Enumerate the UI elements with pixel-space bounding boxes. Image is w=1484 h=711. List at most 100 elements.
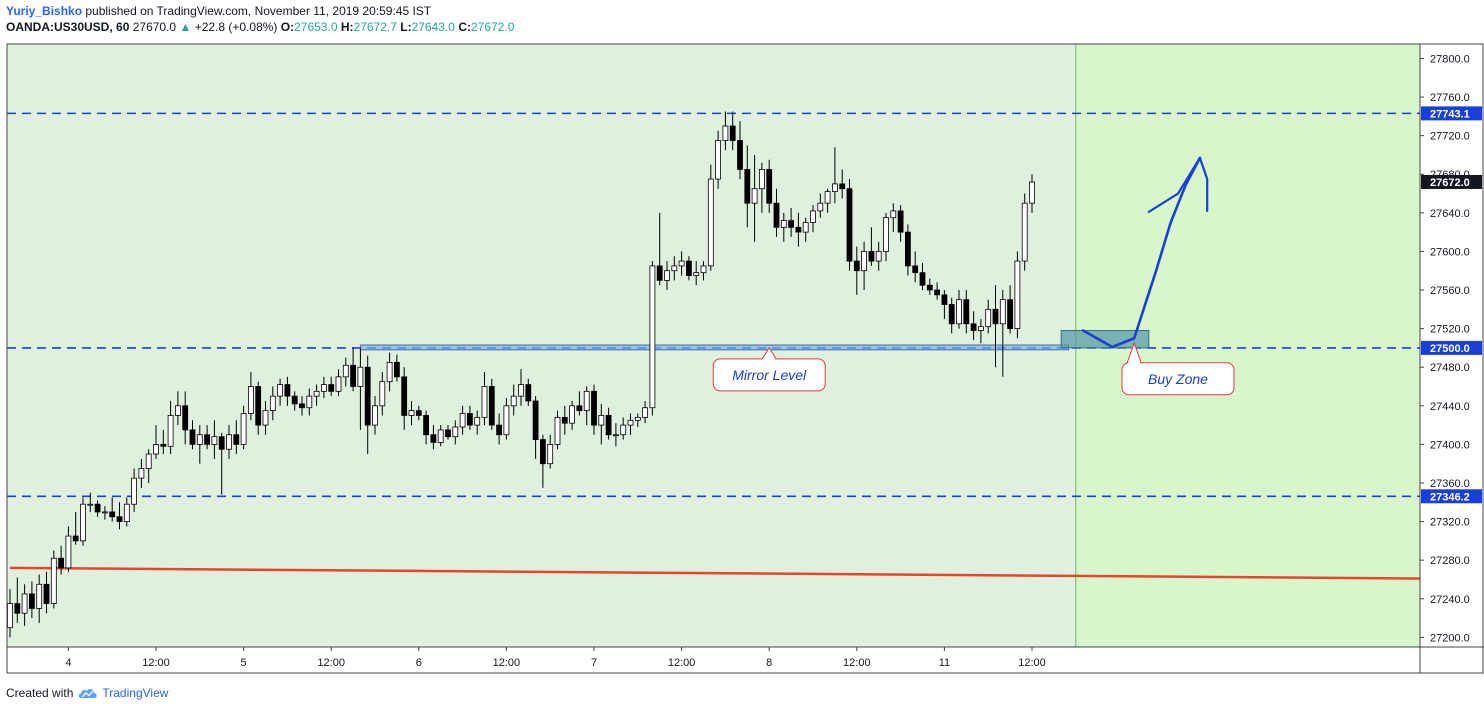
price-tick-label: 27360.0	[1430, 478, 1470, 490]
candle	[664, 261, 670, 291]
last-price: 27670.0	[132, 20, 177, 34]
candle-body	[496, 424, 503, 436]
candle-body	[510, 395, 517, 407]
candle	[313, 384, 320, 406]
projection-path	[1081, 156, 1202, 349]
candle-body	[204, 434, 211, 445]
candle	[547, 434, 554, 469]
price-tag-label: 27500.0	[1430, 343, 1470, 355]
candle-body	[802, 222, 809, 233]
candle-body	[751, 188, 758, 204]
price-tag-label: 27672.0	[1430, 177, 1470, 189]
candle-body	[226, 434, 232, 450]
candle-body	[649, 265, 656, 409]
candle-body	[905, 231, 911, 267]
close-value: 27672.0	[470, 20, 515, 34]
candle	[335, 369, 342, 397]
candle-body	[299, 403, 305, 409]
price-tick-label: 27280.0	[1430, 555, 1470, 567]
candle-body	[963, 299, 970, 325]
candle	[459, 405, 466, 435]
author-link[interactable]: Yuriy_Bishko	[6, 4, 83, 18]
candle	[233, 420, 240, 455]
candle-body	[342, 364, 349, 378]
candle-body	[145, 453, 152, 469]
callout-box	[1121, 362, 1235, 396]
candle-body	[328, 384, 335, 392]
candle-body	[153, 443, 159, 455]
candle	[80, 497, 86, 546]
candle	[423, 410, 430, 445]
candle-body	[642, 407, 648, 418]
candle	[846, 179, 853, 271]
price-tick-label: 27600.0	[1430, 246, 1470, 258]
candle-body	[58, 557, 64, 569]
time-tick-label: 12:00	[142, 657, 170, 669]
candle	[926, 278, 933, 295]
candle	[700, 261, 707, 281]
candle-body	[116, 516, 123, 522]
candle	[941, 290, 948, 319]
candle	[430, 425, 437, 450]
time-tick-label: 12:00	[1018, 657, 1046, 669]
candle-body	[861, 251, 867, 272]
symbol-label[interactable]: OANDA:US30USD, 60	[6, 20, 130, 34]
candle	[934, 282, 940, 300]
candle-body	[313, 390, 320, 397]
candle	[773, 188, 780, 237]
candle-body	[240, 413, 247, 445]
candle	[240, 405, 247, 450]
candle	[50, 550, 57, 609]
candle	[28, 581, 35, 619]
candle	[963, 290, 970, 334]
tradingview-brand-link[interactable]: TradingView	[102, 686, 169, 700]
projection-arrow-left	[1147, 156, 1201, 213]
candle	[839, 169, 846, 199]
candle	[1029, 174, 1035, 213]
candle-body	[36, 583, 43, 609]
candle	[583, 386, 590, 426]
candle-body	[890, 210, 897, 219]
candle	[204, 425, 211, 450]
candle	[196, 425, 203, 464]
candle	[737, 121, 743, 180]
candle	[722, 111, 729, 151]
candle-body	[1007, 299, 1013, 330]
candle	[72, 511, 79, 545]
candle	[299, 396, 305, 416]
candle-body	[423, 415, 430, 436]
candle-body	[21, 593, 28, 614]
candle	[853, 246, 860, 295]
callout-pointer	[761, 346, 777, 360]
candle	[510, 384, 517, 416]
price-tick-label: 27520.0	[1430, 324, 1470, 336]
price-tag	[1421, 106, 1482, 121]
price-tick-label: 27200.0	[1430, 632, 1470, 644]
candle-body	[875, 251, 882, 262]
candle-body	[707, 178, 714, 267]
callout-text: Mirror Level	[732, 367, 807, 383]
tradingview-cloud-icon[interactable]	[77, 686, 99, 700]
candle	[437, 425, 444, 447]
footer: Created with TradingView	[6, 686, 168, 700]
candle-body	[788, 220, 794, 228]
candle-body	[634, 416, 641, 421]
ohlc-line: OANDA:US30USD, 60 27670.0 ▲ +22.8 (+0.08…	[6, 19, 514, 35]
candle-body	[518, 384, 524, 397]
low-value: 27643.0	[411, 20, 455, 34]
buy-zone	[1060, 330, 1150, 349]
candle-body	[393, 361, 400, 378]
candle	[116, 502, 123, 530]
candle-body	[277, 384, 284, 397]
callout: Mirror Level	[712, 346, 826, 392]
candle-body	[1014, 260, 1021, 330]
candle	[269, 386, 276, 421]
candle	[364, 355, 371, 455]
candle-body	[956, 299, 962, 325]
candle-body	[576, 405, 583, 412]
candle	[897, 205, 904, 242]
candle-body	[839, 183, 846, 190]
candle	[598, 403, 605, 445]
candle	[415, 405, 422, 421]
